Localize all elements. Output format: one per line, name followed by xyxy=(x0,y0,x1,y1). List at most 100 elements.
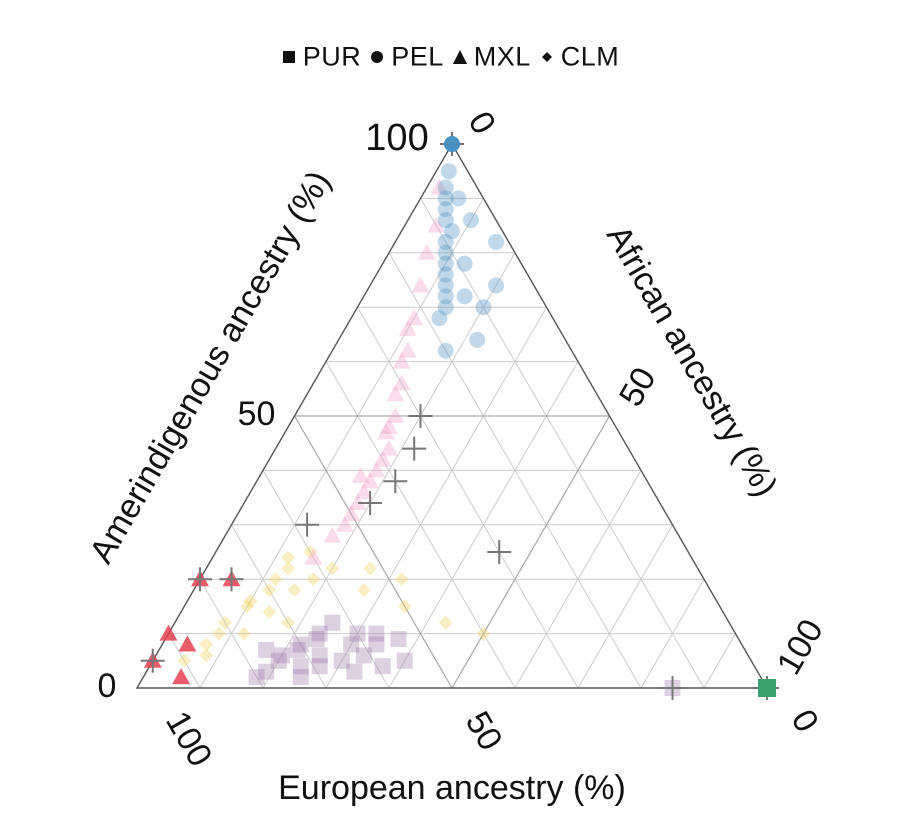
clm-point xyxy=(303,545,318,559)
right-tick-100: 100 xyxy=(770,613,831,681)
pur-point xyxy=(292,658,309,675)
left-tick-0: 0 xyxy=(98,667,117,705)
mxl-point xyxy=(411,276,430,293)
clm-point xyxy=(325,561,340,576)
clm-point xyxy=(218,615,233,630)
clm-point xyxy=(281,561,296,576)
pel-point xyxy=(437,212,454,229)
pur-point xyxy=(273,647,290,664)
pur-point xyxy=(343,636,360,653)
pur-point xyxy=(289,641,306,658)
mxl-point xyxy=(351,466,370,483)
pur-point xyxy=(311,658,328,675)
highlighted-point xyxy=(383,469,408,494)
mxl-point xyxy=(373,450,392,467)
mxl-point xyxy=(386,407,405,423)
grid-line xyxy=(577,524,673,689)
pur-point xyxy=(308,631,325,648)
clm-point xyxy=(262,604,277,619)
mxl-point xyxy=(323,526,342,543)
clm-point xyxy=(211,626,226,641)
highlighted-point xyxy=(660,676,685,700)
pel-point xyxy=(437,190,454,207)
pur-point xyxy=(355,647,372,664)
clm-point xyxy=(394,572,409,587)
mxl-point xyxy=(335,515,354,532)
mxl-highlighted-point xyxy=(172,668,191,685)
clm-point xyxy=(476,626,491,641)
grid-line xyxy=(420,198,705,689)
highlighted-point xyxy=(358,491,383,516)
highlighted-point xyxy=(487,540,512,564)
pur-point xyxy=(368,625,385,642)
pur-point xyxy=(270,652,287,669)
mxl-point xyxy=(398,341,417,358)
pel-point xyxy=(437,233,454,250)
mxl-point xyxy=(398,319,417,336)
pur-point xyxy=(368,636,385,653)
highlighted-point xyxy=(295,512,320,537)
clm-point xyxy=(237,626,252,641)
pel-point xyxy=(440,163,457,180)
mxl-point xyxy=(361,472,380,489)
bottom-axis-label: European ancestry (%) xyxy=(278,769,626,807)
bottom-tick-50: 50 xyxy=(458,705,510,757)
square-icon xyxy=(282,50,295,63)
left-tick-100: 100 xyxy=(365,117,428,159)
tick-labels: 0 50 100 0 50 100 100 50 0 xyxy=(98,105,831,773)
mxl-highlighted-point xyxy=(178,635,197,652)
clm-point xyxy=(356,583,371,598)
mxl-point xyxy=(386,385,405,402)
pel-point xyxy=(431,310,448,327)
triangle-icon xyxy=(452,49,467,64)
highlighted-point xyxy=(140,648,165,673)
mxl-point xyxy=(392,352,411,369)
pur-point xyxy=(346,663,363,680)
mxl-point xyxy=(348,494,367,511)
highlighted-point xyxy=(402,436,427,461)
mxl-point xyxy=(342,504,361,521)
mxl-point xyxy=(405,309,424,326)
pur-point xyxy=(374,658,391,675)
pel-point xyxy=(444,223,460,240)
grid-line xyxy=(325,306,547,689)
bottom-tick-0: 0 xyxy=(784,703,826,738)
pur-point xyxy=(311,647,328,664)
triangle-frame xyxy=(135,142,769,689)
clm-point xyxy=(281,550,296,565)
clm-point xyxy=(268,572,283,587)
mxl-point xyxy=(430,178,449,195)
pur-point xyxy=(292,669,309,686)
pur-point xyxy=(248,669,265,686)
legend-label: MXL xyxy=(473,41,531,72)
grid-line xyxy=(514,470,642,689)
pur-point xyxy=(349,625,366,642)
grid-line-major xyxy=(451,415,611,689)
mxl-point xyxy=(392,374,411,391)
clm-point xyxy=(199,637,214,652)
mxl-point xyxy=(376,423,395,440)
legend-label: PUR xyxy=(302,41,362,72)
pel-point xyxy=(437,288,454,305)
mxl-highlighted-point xyxy=(159,624,178,641)
grid-line-major xyxy=(293,415,453,689)
mxl-point xyxy=(367,461,386,478)
pur-point xyxy=(333,652,350,669)
pel-point xyxy=(450,190,467,207)
clm-point xyxy=(397,599,412,614)
grid-line xyxy=(703,633,736,689)
right-axis-label: African ancestry (%) xyxy=(599,219,785,503)
legend: PUR PEL MXL CLM xyxy=(0,40,900,72)
triangle-border xyxy=(135,142,769,689)
grid-line xyxy=(199,578,264,689)
grid-line xyxy=(640,578,705,689)
mxl-point xyxy=(304,548,323,565)
pur-point xyxy=(311,625,328,642)
pel-point xyxy=(437,277,454,294)
circle-icon xyxy=(371,50,384,63)
clm-point xyxy=(243,593,258,608)
highlighted-point xyxy=(408,404,433,428)
legend-label: CLM xyxy=(560,41,620,72)
clm-point xyxy=(262,583,277,598)
